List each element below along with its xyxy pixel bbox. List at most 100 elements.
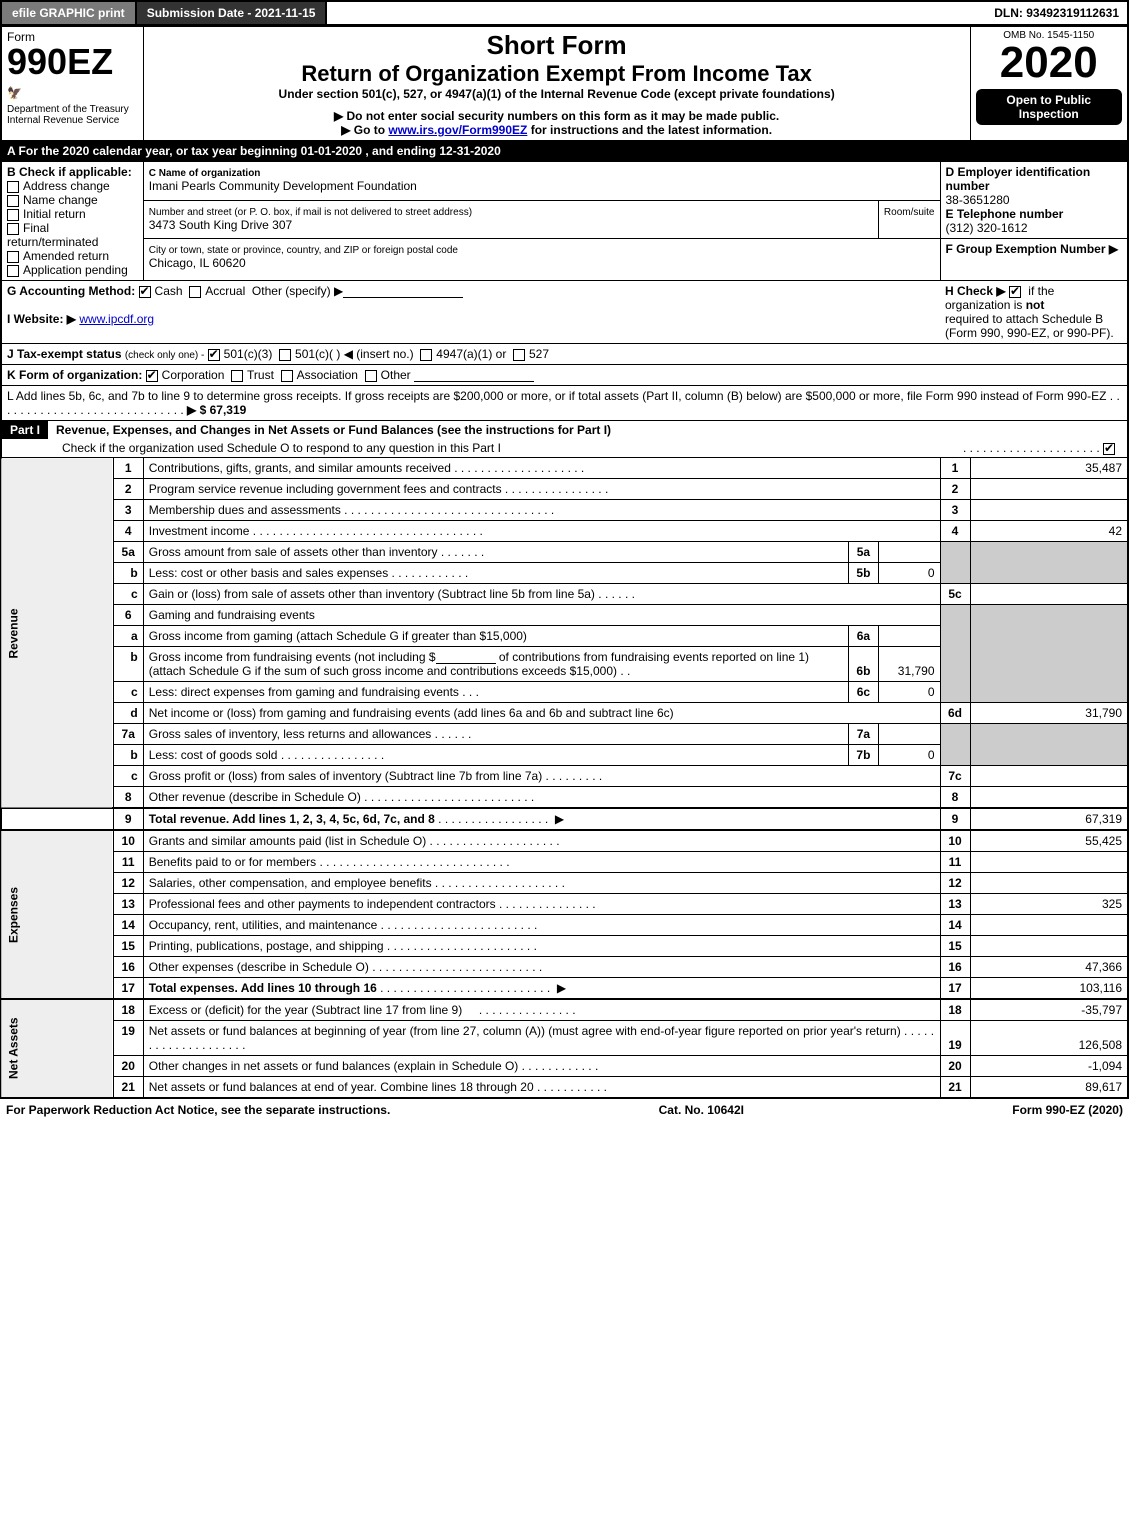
ln6a-desc: Gross income from gaming (attach Schedul…: [143, 626, 848, 647]
inspection-badge: Open to PublicInspection: [976, 89, 1123, 125]
ln7b-ival: 0: [878, 745, 940, 766]
ln18-box: 18: [940, 999, 970, 1021]
ln6c-num: c: [113, 682, 143, 703]
ln18-desc: Excess or (deficit) for the year (Subtra…: [143, 999, 940, 1021]
revenue-section-label: Revenue: [1, 458, 113, 809]
cb-527[interactable]: [513, 349, 525, 361]
cb-501c3[interactable]: [208, 349, 220, 361]
efile-print-button[interactable]: efile GRAPHIC print: [2, 2, 137, 24]
ln12-desc: Salaries, other compensation, and employ…: [143, 873, 940, 894]
ln21-desc: Net assets or fund balances at end of ye…: [143, 1077, 940, 1099]
k-label: K Form of organization:: [7, 368, 142, 382]
cb-name-change[interactable]: [7, 195, 19, 207]
ln1-desc: Contributions, gifts, grants, and simila…: [143, 458, 940, 479]
top-bar: efile GRAPHIC print Submission Date - 20…: [0, 0, 1129, 26]
cb-schedule-o[interactable]: [1103, 443, 1115, 455]
ln16-num: 16: [113, 957, 143, 978]
line-4: 4 Investment income . . . . . . . . . . …: [1, 521, 1128, 542]
note-goto: ▶ Go to www.irs.gov/Form990EZ for instru…: [149, 123, 965, 137]
ln7c-desc: Gross profit or (loss) from sales of inv…: [143, 766, 940, 787]
ln2-desc: Program service revenue including govern…: [143, 479, 940, 500]
cb-other-org[interactable]: [365, 370, 377, 382]
ln5c-num: c: [113, 584, 143, 605]
line-8: 8 Other revenue (describe in Schedule O)…: [1, 787, 1128, 809]
lbl-cash: Cash: [155, 284, 183, 298]
part-i-checknote: Check if the organization used Schedule …: [62, 441, 501, 455]
ln6d-num: d: [113, 703, 143, 724]
submission-date-button[interactable]: Submission Date - 2021-11-15: [137, 2, 328, 24]
line-15: 15 Printing, publications, postage, and …: [1, 936, 1128, 957]
section-b-label: B Check if applicable:: [7, 165, 138, 179]
line-7a: 7a Gross sales of inventory, less return…: [1, 724, 1128, 745]
ln6d-val: 31,790: [970, 703, 1128, 724]
ln7a-desc: Gross sales of inventory, less returns a…: [143, 724, 848, 745]
ln2-val: [970, 479, 1128, 500]
website-link[interactable]: www.ipcdf.org: [79, 312, 154, 326]
cb-501c[interactable]: [279, 349, 291, 361]
topbar-spacer: [327, 2, 986, 24]
period-text: A For the 2020 calendar year, or tax yea…: [1, 141, 1128, 162]
i-label: I Website: ▶: [7, 312, 76, 326]
ln19-desc: Net assets or fund balances at beginning…: [143, 1021, 940, 1056]
c-room-label: Room/suite: [884, 207, 935, 218]
ln11-val: [970, 852, 1128, 873]
line-10: Expenses 10 Grants and similar amounts p…: [1, 830, 1128, 852]
footer-mid: Cat. No. 10642I: [659, 1103, 744, 1117]
e-label: E Telephone number: [946, 207, 1064, 221]
ln14-num: 14: [113, 915, 143, 936]
cb-accrual[interactable]: [189, 286, 201, 298]
ln6c-ival: 0: [878, 682, 940, 703]
grey-5: [940, 542, 970, 584]
ln7b-num: b: [113, 745, 143, 766]
ln3-desc: Membership dues and assessments . . . . …: [143, 500, 940, 521]
lbl-amended-return: Amended return: [23, 249, 109, 263]
ln21-val: 89,617: [970, 1077, 1128, 1099]
cb-corp[interactable]: [146, 370, 158, 382]
ln6d-desc: Net income or (loss) from gaming and fun…: [143, 703, 940, 724]
subtitle: Under section 501(c), 527, or 4947(a)(1)…: [149, 87, 965, 101]
grey-6: [940, 605, 970, 703]
ln20-num: 20: [113, 1056, 143, 1077]
j-note: (check only one) -: [125, 350, 204, 361]
cb-amended-return[interactable]: [7, 251, 19, 263]
ln6d-box: 6d: [940, 703, 970, 724]
grey-7: [940, 724, 970, 766]
ln19-val: 126,508: [970, 1021, 1128, 1056]
ln10-desc: Grants and similar amounts paid (list in…: [143, 830, 940, 852]
ln10-box: 10: [940, 830, 970, 852]
line-16: 16 Other expenses (describe in Schedule …: [1, 957, 1128, 978]
ln7c-num: c: [113, 766, 143, 787]
ln5a-desc: Gross amount from sale of assets other t…: [143, 542, 848, 563]
ln3-val: [970, 500, 1128, 521]
line-5a: 5a Gross amount from sale of assets othe…: [1, 542, 1128, 563]
ln7c-box: 7c: [940, 766, 970, 787]
grey-6v: [970, 605, 1128, 703]
line-11: 11 Benefits paid to or for members . . .…: [1, 852, 1128, 873]
treasury-seal-icon: 🦅: [7, 86, 22, 100]
ln20-val: -1,094: [970, 1056, 1128, 1077]
cb-h[interactable]: [1009, 286, 1021, 298]
cb-final-return[interactable]: [7, 223, 19, 235]
cb-assoc[interactable]: [281, 370, 293, 382]
ln8-num: 8: [113, 787, 143, 809]
cb-initial-return[interactable]: [7, 209, 19, 221]
cb-address-change[interactable]: [7, 181, 19, 193]
ln2-num: 2: [113, 479, 143, 500]
part-i-title: Revenue, Expenses, and Changes in Net As…: [48, 423, 611, 437]
irs-link[interactable]: www.irs.gov/Form990EZ: [388, 123, 527, 137]
ln6b-field[interactable]: [436, 650, 496, 664]
k-row: K Form of organization: Corporation Trus…: [1, 365, 1128, 386]
cb-cash[interactable]: [139, 286, 151, 298]
cb-application-pending[interactable]: [7, 265, 19, 277]
other-method-field[interactable]: [343, 284, 463, 298]
lbl-other-org: Other: [381, 368, 411, 382]
cb-4947[interactable]: [420, 349, 432, 361]
city-value: Chicago, IL 60620: [149, 256, 246, 270]
cb-trust[interactable]: [231, 370, 243, 382]
ln12-val: [970, 873, 1128, 894]
lbl-assoc: Association: [297, 368, 358, 382]
grey-7v: [970, 724, 1128, 766]
ln12-box: 12: [940, 873, 970, 894]
ln19-box: 19: [940, 1021, 970, 1056]
other-org-field[interactable]: [414, 368, 534, 382]
